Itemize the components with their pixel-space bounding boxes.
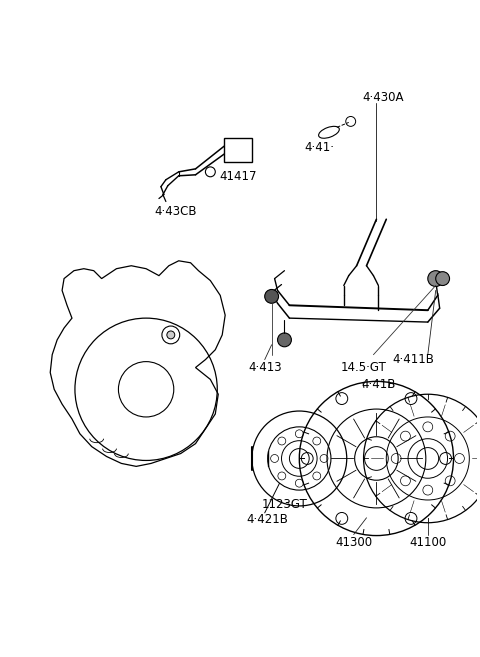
Text: 4·421B: 4·421B	[247, 513, 288, 526]
Circle shape	[428, 271, 444, 286]
Text: 1123GT: 1123GT	[262, 499, 307, 511]
Text: 4·41B: 4·41B	[361, 378, 396, 391]
Text: 4·430A: 4·430A	[362, 91, 404, 104]
Text: 4·43CB: 4·43CB	[155, 205, 197, 218]
Text: 4·41·: 4·41·	[304, 141, 334, 154]
Text: 4·411B: 4·411B	[392, 353, 434, 366]
Circle shape	[277, 333, 291, 347]
Circle shape	[167, 331, 175, 339]
FancyBboxPatch shape	[224, 138, 252, 162]
Circle shape	[264, 290, 278, 304]
Text: 41417: 41417	[219, 170, 257, 183]
Text: 41100: 41100	[409, 536, 446, 549]
Text: 41300: 41300	[335, 536, 372, 549]
Circle shape	[436, 271, 450, 286]
Text: 4·413: 4·413	[248, 361, 282, 374]
Text: 14.5·GT: 14.5·GT	[341, 361, 386, 374]
